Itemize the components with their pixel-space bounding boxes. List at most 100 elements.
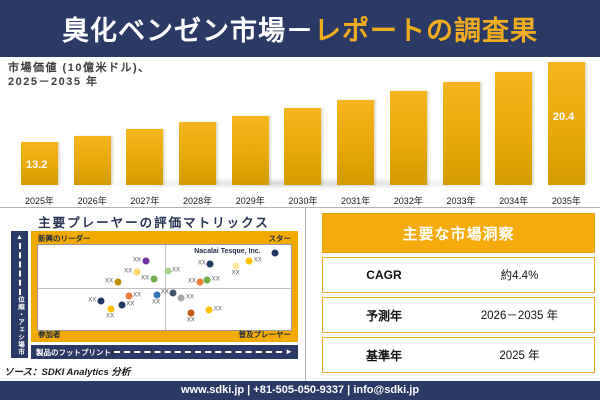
scatter-dot-label: XX [187,278,196,285]
scatter-dot: XX [203,276,220,284]
x-axis-tick-label: 2031年 [341,196,371,206]
bar-value-label: 20.4 [552,110,575,123]
scatter-dot: XX [106,305,114,320]
matrix-y-axis-label: 位順・アェシ場市 [16,296,24,356]
scatter-dot: XX [88,297,105,305]
scatter-dot-label: XX [141,275,150,282]
x-axis-tick-label: 2029年 [235,196,265,206]
scatter-dot-label: XX [172,267,181,274]
matrix-top-band: 新興のリーダー スター [38,233,291,244]
bar-2029年 [231,115,269,185]
scatter-dot: XX [105,278,122,286]
scatter-dot-label: XX [126,301,135,308]
source-note: ソース：SDKI Analytics 分析 [4,367,131,378]
bar-2035年: 20.4 [547,61,585,185]
insights-table: 主要な市場洞察 CAGR 約4.4% 予測年 2026－2035 年基準年 2025 年 [322,213,595,373]
bar-2028年 [179,122,217,185]
bar-2032年 [389,90,427,185]
scatter-dot-label: XX [133,257,142,264]
scatter-dot: XX [232,262,240,276]
scatter-dot: XX [198,260,214,268]
x-axis-dashed-line [114,351,283,353]
scatter-dot-label: XX [211,276,220,283]
matrix-x-axis-label: 製品のフットプリント [36,347,111,357]
scatter-dot: XX [187,309,195,324]
vertical-divider [305,207,306,382]
insights-row-label: CAGR [366,268,402,282]
insights-row-value: 約4.4% [500,270,539,282]
scatter-dot-label: XX [160,289,169,296]
arrow-right-icon: ► [285,347,293,356]
scatter-dot-label: XX [106,313,115,320]
matrix-x-axis: 製品のフットプリント ► [31,345,298,359]
scatter-dot: XX [152,291,160,305]
scatter-dot-label: XX [186,317,195,324]
x-axis-tick-label: 2033年 [446,196,476,206]
insights-row-label: 基準年 [365,348,402,363]
matrix-bottom-band: 参加者 普及プレーヤー [38,329,291,340]
insights-row-CAGR: CAGR 約4.4% [322,257,595,293]
scatter-dot: XX [245,257,262,265]
quadrant-label-emerging-leaders: 新興のリーダー [38,234,91,243]
scatter-dot-label: XX [105,278,114,285]
x-axis-tick-label: 2025年 [24,196,55,206]
insights-row-value: 2026－2035 年 [480,310,559,322]
bar-2030年 [284,107,322,185]
quadrant-label-star: スター [268,234,292,243]
page-title-main: 臭化ベンゼン市場－ [62,16,314,46]
scatter-dot: XX [161,289,177,297]
scatter-dot: XX [177,294,194,302]
bar-2034年 [495,71,533,185]
scatter-dot-label: XX [213,306,222,313]
bar-2033年 [442,82,480,185]
x-axis-tick-label: 2032年 [393,196,423,206]
scatter-dot: XX [125,292,141,300]
chart-subtitle-line2: 2025－2035 年 [8,76,99,88]
scatter-dot: XX [118,301,134,309]
matrix-body: 新興のリーダー スター Nacalai Tesque, Inc. XX XX XX X… [31,231,298,342]
scatter-dot-label: XX [152,299,161,306]
bar-2025年: 13.2 [21,142,58,185]
x-axis-tick-label: 2034年 [499,196,529,206]
footer-contact-bar: www.sdki.jp | +81-505-050-9337 | info@sd… [0,381,600,400]
company-annotation: Nacalai Tesque, Inc. [194,248,261,256]
scatter-dot: XX [205,306,222,314]
insights-row-予測年: 予測年 2026－2035 年 [322,297,595,333]
scatter-dot-label: XX [231,270,240,277]
horizontal-divider [0,207,600,208]
chart-subtitle-line1: 市場価値 (10億米ドル)、 [8,62,151,74]
y-axis-dashed-line [18,243,21,295]
scatter-dot [271,249,279,257]
scatter-dot: XX [164,267,180,275]
scatter-dot: XX [124,268,141,276]
quadrant-label-participants: 参加者 [38,330,61,339]
bar-2026年 [73,135,111,185]
chart-subtitle: 市場価値 (10億米ドル)、 2025－2035 年 [8,61,151,89]
matrix-title: 主要プレーヤーの評価マトリックス [38,216,270,230]
bar-value-label: 13.2 [26,159,48,172]
scatter-dot-label: XX [253,257,262,264]
insights-row-value: 2025 年 [499,350,540,362]
scatter-dot: XX [188,278,204,286]
scatter-dot-label: XX [124,268,133,275]
insights-row-基準年: 基準年 2025 年 [322,337,595,373]
title-banner: 臭化ベンゼン市場－ レポートの調査果 [0,0,600,57]
arrow-up-icon: ▲ [16,234,23,241]
scatter-dot-label: XX [185,294,194,301]
page-title-accent: レポートの調査果 [314,16,538,46]
quadrant-label-pervasive-players: 普及プレーヤー [238,330,292,339]
scatter-dot: XX [141,275,158,283]
scatter-dot-label: XX [88,297,97,304]
x-axis-tick-label: 2027年 [130,196,160,206]
x-axis-tick-label: 2026年 [77,196,107,206]
scatter-dot-label: XX [197,260,206,267]
matrix-plot: Nacalai Tesque, Inc. XX XX XX XX XX XX XX XX XX X… [37,244,292,331]
bar-2031年 [337,99,375,185]
scatter-dot: XX [133,257,150,265]
insights-row-label: 予測年 [365,308,402,323]
matrix-y-axis: ▲ 位順・アェシ場市 [11,231,28,358]
x-axis-tick-label: 2028年 [183,196,213,206]
evaluation-matrix: ▲ 位順・アェシ場市 新興のリーダー スター Nacalai Tesque, I… [11,231,298,359]
insights-header: 主要な市場洞察 [322,213,595,253]
